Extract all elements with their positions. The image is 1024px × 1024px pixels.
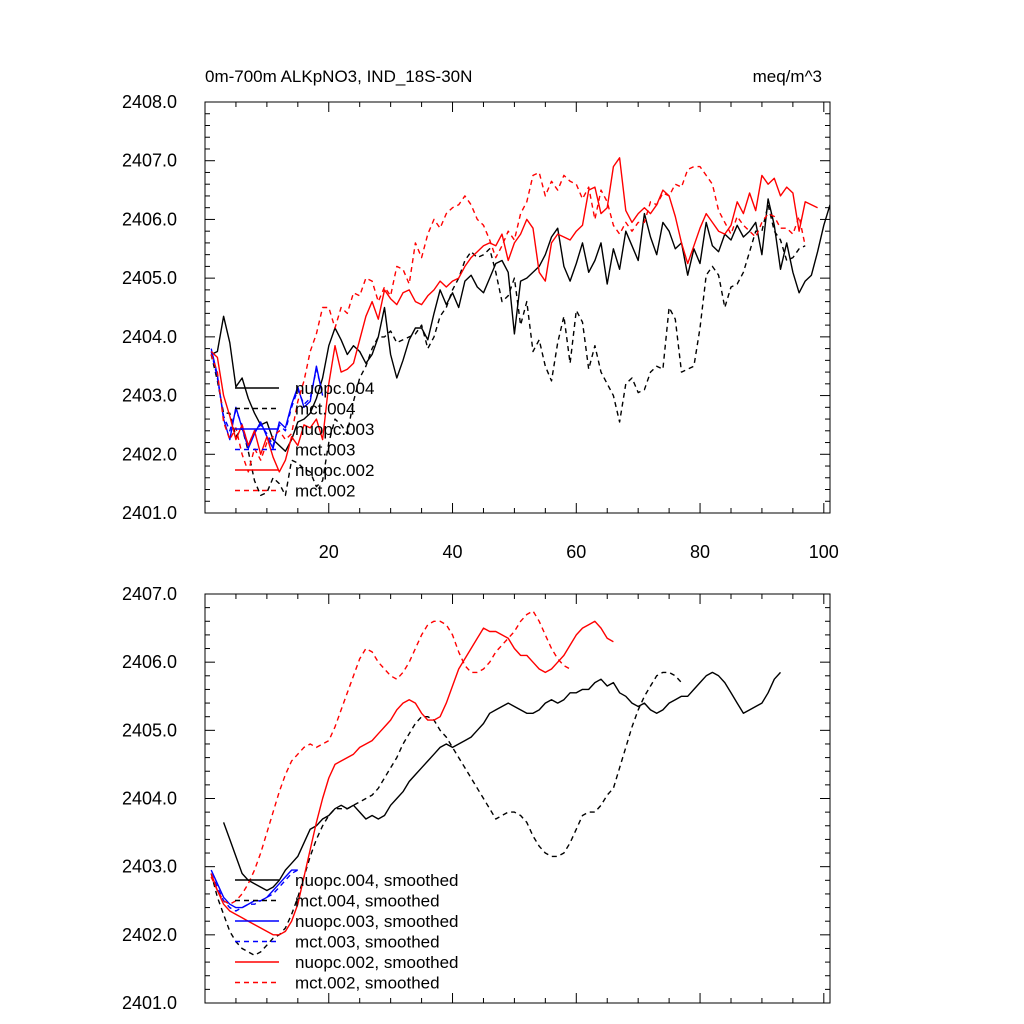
y-tick-label: 2407.0 [122,151,177,171]
x-tick-label: 100 [809,542,839,562]
y-tick-label: 2402.0 [122,925,177,945]
x-tick-label: 80 [690,542,710,562]
x-tick-label: 60 [566,542,586,562]
y-tick-label: 2406.0 [122,652,177,672]
y-tick-label: 2403.0 [122,857,177,877]
legend-entry: nuopc.003 [295,420,374,439]
y-tick-label: 2404.0 [122,327,177,347]
legend-entry: mct.004 [295,400,355,419]
y-tick-label: 2405.0 [122,268,177,288]
series-line-mct-002 [210,165,806,473]
y-tick-label: 2401.0 [122,993,177,1013]
y-tick-label: 2402.0 [122,444,177,464]
plot-frame [204,101,831,514]
series-lines [210,610,782,956]
y-tick-label: 2408.0 [122,92,177,112]
y-tick-label: 2401.0 [122,503,177,523]
chart-title: 0m-700m ALKpNO3, IND_18S-30N [205,67,472,86]
legend-entry: mct.002, smoothed [295,974,440,993]
chart-units: meq/m^3 [753,67,822,86]
y-tick-label: 2405.0 [122,720,177,740]
series-line-mct-003-smoothed [210,869,299,912]
series-line-mct-003 [210,351,324,447]
series-line-mct-002-smoothed [210,610,571,905]
y-tick-label: 2403.0 [122,386,177,406]
series-line-nuopc-004 [210,198,830,452]
lower-panel: 2401.0 2402.0 2403.0 2404.0 2405.0 2406.0 2407… [122,584,831,1013]
y-tick-label: 2406.0 [122,209,177,229]
legend-entry: nuopc.002, smoothed [295,953,459,972]
y-tick-label: 2407.0 [122,584,177,604]
legend-entry: nuopc.002 [295,461,374,480]
legend-entry: mct.004, smoothed [295,892,440,911]
legend-entry: mct.002 [295,482,355,501]
legend-entry: nuopc.003, smoothed [295,912,459,931]
series-lines [210,157,830,497]
series-line-mct-004-smoothed [210,671,683,956]
legend-entry: mct.003 [295,441,355,460]
y-tick-label: 2404.0 [122,789,177,809]
series-line-nuopc-002-smoothed [210,620,614,936]
x-tick-label: 40 [443,542,463,562]
upper-panel: 0m-700m ALKpNO3, IND_18S-30N meq/m^3 2401.… [122,67,839,562]
legend-entry: mct.003, smoothed [295,933,440,952]
legend-entry: nuopc.004 [295,379,374,398]
legend-entry: nuopc.004, smoothed [295,871,459,890]
series-line-mct-004 [210,204,806,497]
series-line-nuopc-002 [210,157,818,473]
series-line-nuopc-004-smoothed [222,671,782,892]
x-tick-label: 20 [319,542,339,562]
